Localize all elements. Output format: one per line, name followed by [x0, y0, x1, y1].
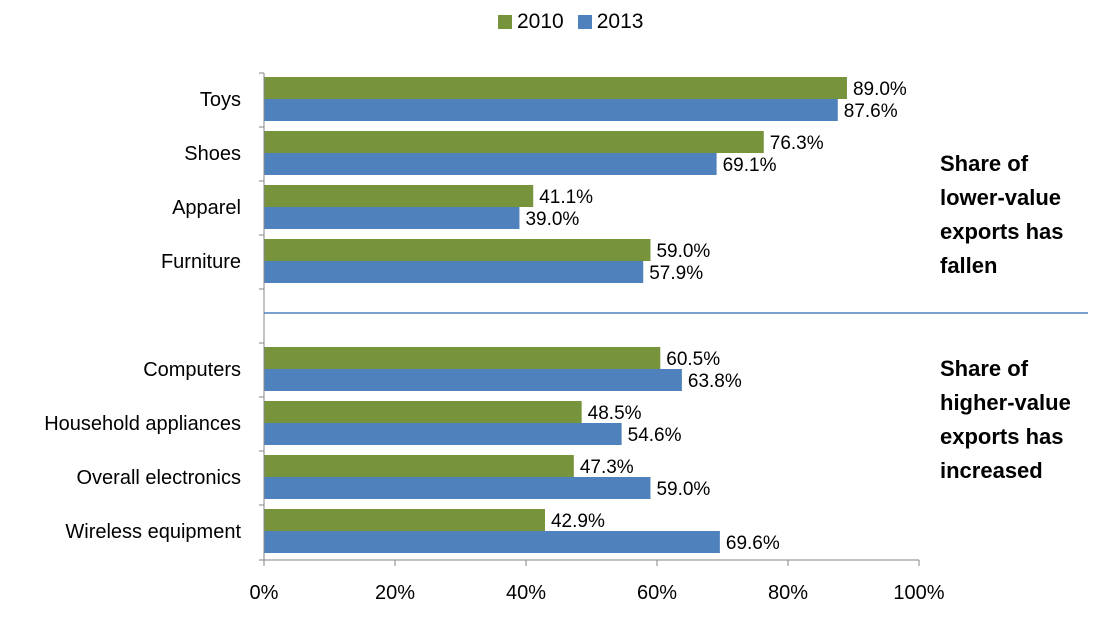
data-label-2010-toys: 89.0%	[853, 79, 907, 100]
bar-2010-toys	[264, 77, 847, 99]
data-label-2010-apparel: 41.1%	[539, 187, 593, 208]
data-label-2010-overall-electronics: 47.3%	[580, 457, 634, 478]
bar-2013-computers	[264, 369, 682, 391]
data-label-2010-furniture: 59.0%	[656, 241, 710, 262]
category-label-apparel: Apparel	[172, 197, 241, 219]
bar-2013-household-appliances	[264, 423, 622, 445]
data-label-2013-overall-electronics: 59.0%	[656, 479, 710, 500]
category-label-shoes: Shoes	[184, 143, 241, 165]
bar-2013-overall-electronics	[264, 477, 651, 499]
data-label-2013-toys: 87.6%	[844, 101, 898, 122]
x-tick-label: 40%	[506, 582, 546, 604]
legend-label-2013: 2013	[596, 10, 644, 33]
data-label-2010-shoes: 76.3%	[770, 133, 824, 154]
bar-2010-computers	[264, 347, 661, 369]
x-tick-label: 60%	[637, 582, 677, 604]
data-label-2013-computers: 63.8%	[688, 371, 742, 392]
data-label-2010-computers: 60.5%	[666, 349, 720, 370]
data-label-2013-furniture: 57.9%	[649, 263, 703, 284]
bar-2013-apparel	[264, 207, 520, 229]
data-label-2013-wireless-equipment: 69.6%	[726, 533, 780, 554]
annotation-line: higher-value	[940, 390, 1071, 415]
data-label-2010-household-appliances: 48.5%	[588, 403, 642, 424]
legend-swatch-2013	[577, 15, 592, 29]
legend-label-2010: 2010	[517, 10, 564, 33]
legend-item-2010: 2010	[498, 10, 564, 34]
category-label-furniture: Furniture	[161, 251, 241, 273]
bar-2010-furniture	[264, 239, 651, 261]
x-tick-label: 20%	[375, 582, 415, 604]
bar-2013-wireless-equipment	[264, 531, 720, 553]
data-label-2010-wireless-equipment: 42.9%	[551, 511, 605, 532]
legend-item-2013: 2013	[577, 10, 644, 34]
data-label-2013-shoes: 69.1%	[723, 155, 777, 176]
annotation-lower-value: Share of lower-value exports has fallen	[940, 147, 1064, 283]
bar-2013-toys	[264, 99, 838, 121]
bar-2010-apparel	[264, 185, 534, 207]
data-label-2013-apparel: 39.0%	[525, 209, 579, 230]
legend: 2010 2013	[498, 10, 657, 34]
annotation-higher-value: Share of higher-value exports has increa…	[940, 352, 1071, 488]
bar-2013-shoes	[264, 153, 717, 175]
annotation-line: lower-value	[940, 185, 1062, 210]
data-label-2013-household-appliances: 54.6%	[628, 425, 682, 446]
category-label-toys: Toys	[200, 89, 241, 111]
annotation-line: increased	[940, 458, 1043, 483]
annotation-line: exports has	[940, 424, 1064, 449]
category-label-wireless-equipment: Wireless equipment	[65, 521, 241, 543]
x-tick-label: 0%	[250, 582, 279, 604]
category-label-computers: Computers	[143, 359, 241, 381]
x-tick-label: 100%	[893, 582, 944, 604]
bar-2013-furniture	[264, 261, 644, 283]
bar-2010-overall-electronics	[264, 455, 574, 477]
legend-swatch-2010	[498, 15, 512, 29]
category-label-household-appliances: Household appliances	[44, 413, 241, 435]
annotation-line: fallen	[940, 253, 998, 278]
bar-2010-shoes	[264, 131, 764, 153]
bar-2010-wireless-equipment	[264, 509, 545, 531]
annotation-line: exports has	[940, 219, 1064, 244]
annotation-line: Share of	[940, 356, 1029, 381]
x-tick-label: 80%	[768, 582, 808, 604]
bar-2010-household-appliances	[264, 401, 582, 423]
annotation-line: Share of	[940, 151, 1029, 176]
category-label-overall-electronics: Overall electronics	[76, 467, 241, 489]
